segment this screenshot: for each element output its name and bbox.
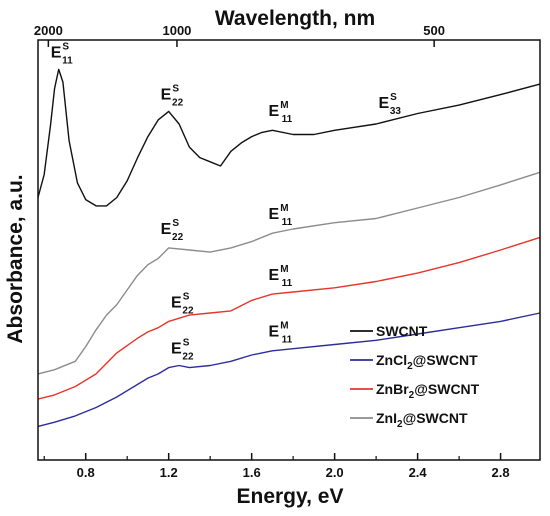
legend: SWCNT ZnCl2@SWCNT ZnBr2@SWCNT ZnI2@SWCNT (350, 323, 480, 430)
peak-label: ES 22 (161, 83, 184, 108)
legend-label: ZnBr2@SWCNT (376, 381, 480, 401)
plot-area (37, 68, 541, 428)
x-tick-label: 1.2 (160, 465, 178, 480)
peak-label: ES 22 (171, 338, 194, 363)
legend-label: SWCNT (376, 323, 428, 339)
x-tick-label: 1.6 (243, 465, 261, 480)
x-tick-label: 0.8 (77, 465, 95, 480)
peak-label: EM 11 (269, 264, 293, 289)
peak-label: EM 11 (269, 100, 293, 125)
peak-label: ES 33 (378, 92, 401, 117)
top-tick-label: 500 (423, 23, 445, 38)
tick-layer: 0.8 1.2 1.6 2.0 2.4 2.8 2000 1000 500 (34, 23, 510, 480)
series-line-0 (37, 68, 541, 207)
peak-label: EM 11 (269, 321, 293, 346)
top-axis-title: Wavelength, nm (215, 7, 375, 30)
series-line-1 (37, 312, 541, 428)
series-line-3 (37, 171, 541, 375)
top-tick-label: 2000 (34, 23, 63, 38)
x-tick-label: 2.4 (409, 465, 428, 480)
peak-label: ES 11 (51, 41, 73, 66)
plot-frame (37, 39, 541, 461)
legend-label: ZnCl2@SWCNT (376, 352, 478, 372)
legend-label: ZnI2@SWCNT (376, 410, 468, 430)
peak-label: EM 11 (269, 203, 293, 228)
top-tick-label: 1000 (162, 23, 191, 38)
x-tick-label: 2.0 (326, 465, 344, 480)
annotation-layer: ES 11 ES 22 EM 11 ES 33 ES 22 EM 11 ES 22 EM 11 ES 22 EM 11 (51, 41, 402, 362)
peak-label: ES 22 (171, 291, 194, 316)
x-axis-title: Energy, eV (237, 485, 344, 508)
series-line-2 (37, 236, 541, 400)
x-tick-label: 2.8 (492, 465, 510, 480)
y-axis-title: Absorbance, a.u. (4, 174, 27, 343)
peak-label: ES 22 (161, 218, 184, 243)
